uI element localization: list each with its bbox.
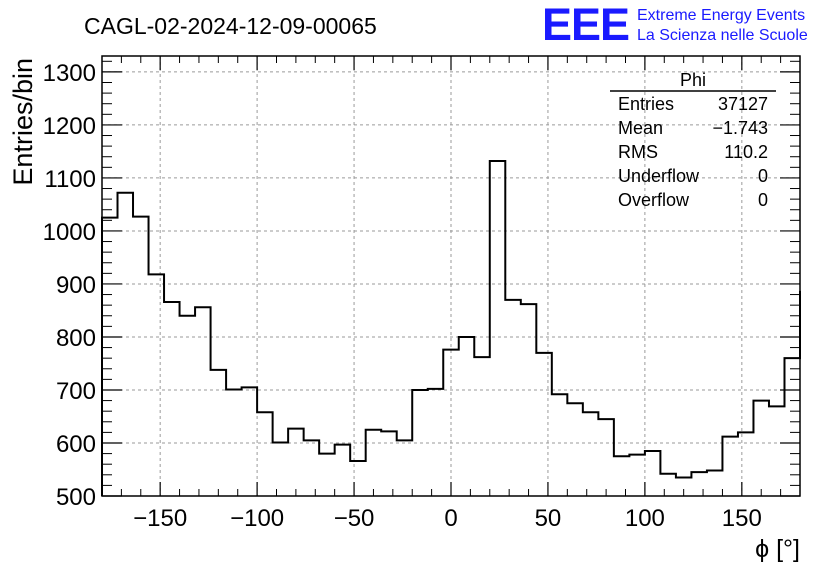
logo-text: EEE xyxy=(542,0,629,50)
y-tick-label: 500 xyxy=(56,484,96,511)
x-tick-labels: −150 −100 −50 0 50 100 150 xyxy=(133,505,762,532)
y-tick-label: 800 xyxy=(56,325,96,352)
y-tick-labels: 500 600 700 800 900 1000 1100 1200 1300 xyxy=(43,60,96,511)
stats-row-value: 0 xyxy=(758,166,768,186)
x-tick-label: −50 xyxy=(334,505,375,532)
stats-box: Phi Entries 37127 Mean −1.743 RMS 110.2 Underf… xyxy=(610,70,776,210)
logo-line-1: Extreme Energy Events xyxy=(637,7,805,24)
y-tick-label: 900 xyxy=(56,272,96,299)
y-tick-label: 1000 xyxy=(43,219,96,246)
stats-row-label: Underflow xyxy=(618,166,700,186)
x-axis-label: ϕ [°] xyxy=(755,535,800,563)
stats-row-label: RMS xyxy=(618,142,658,162)
eee-logo: EEE Extreme Energy Events La Scienza nel… xyxy=(542,0,808,50)
stats-row-label: Entries xyxy=(618,94,674,114)
x-tick-label: 100 xyxy=(625,505,665,532)
x-tick-label: 0 xyxy=(444,505,457,532)
stats-row-value: −1.743 xyxy=(712,118,768,138)
stats-row-value: 0 xyxy=(758,190,768,210)
y-axis-label: Entries/bin xyxy=(8,58,38,186)
stats-row-value: 37127 xyxy=(718,94,768,114)
y-tick-label: 1100 xyxy=(44,166,96,193)
y-tick-label: 1300 xyxy=(43,60,96,87)
y-tick-label: 1200 xyxy=(43,113,96,140)
x-tick-label: −100 xyxy=(230,505,284,532)
x-tick-label: 50 xyxy=(535,505,562,532)
x-tick-label: −150 xyxy=(133,505,187,532)
logo-line-2: La Scienza nelle Scuole xyxy=(637,27,808,44)
axis-ticks xyxy=(102,56,800,497)
stats-rows: Entries 37127 Mean −1.743 RMS 110.2 Underflow 0… xyxy=(618,94,768,210)
stats-row-value: 110.2 xyxy=(724,142,768,162)
grid-lines xyxy=(102,56,800,496)
histogram-outline xyxy=(101,159,801,496)
y-tick-label: 600 xyxy=(56,431,96,458)
stats-row-label: Overflow xyxy=(618,190,690,210)
stats-row-label: Mean xyxy=(618,118,663,138)
run-title: CAGL-02-2024-12-09-00065 xyxy=(84,13,377,39)
y-tick-label: 700 xyxy=(56,378,96,405)
x-tick-label: 150 xyxy=(722,505,762,532)
stats-title: Phi xyxy=(680,70,706,90)
